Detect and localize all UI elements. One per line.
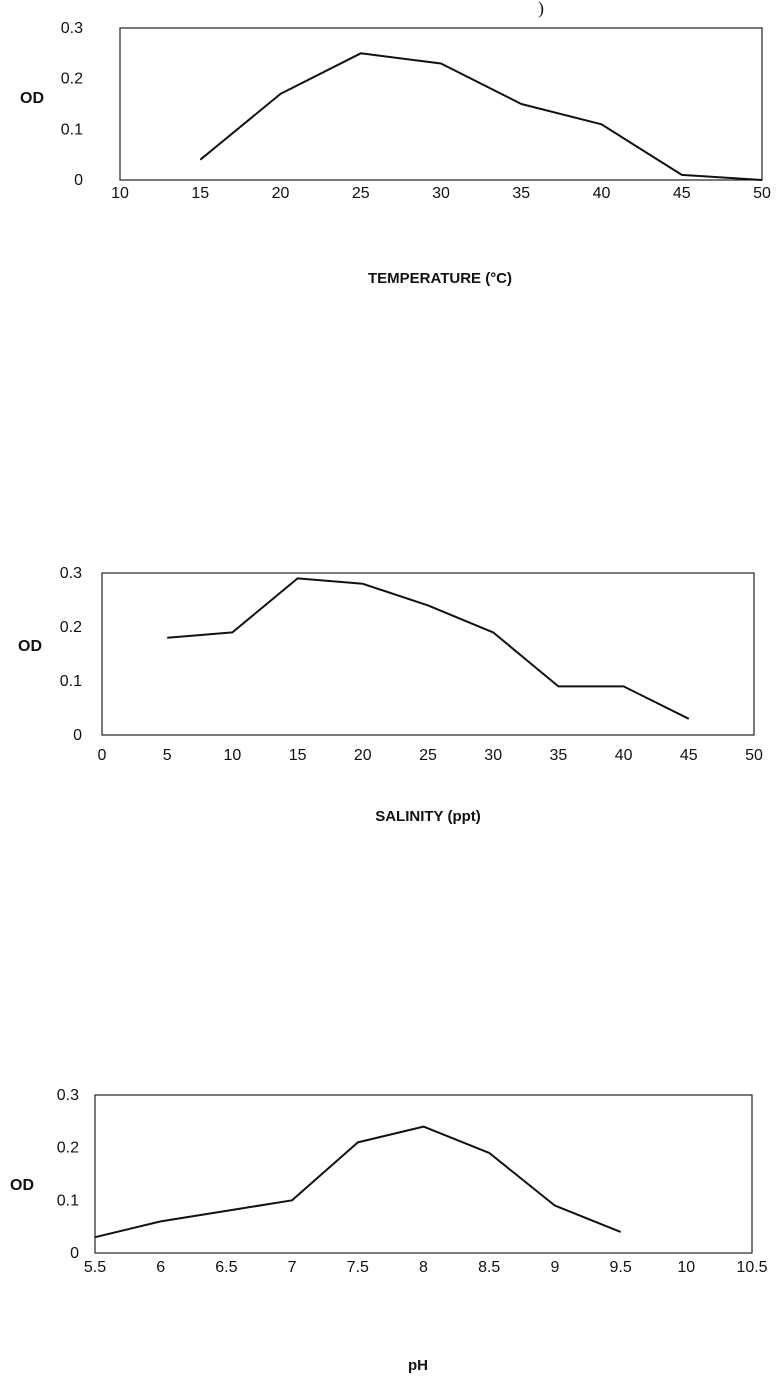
x-tick-label: 35 — [550, 747, 568, 764]
series-line — [167, 577, 690, 720]
x-tick-label: 7.5 — [347, 1259, 369, 1276]
y-tick-label: 0.2 — [60, 619, 82, 636]
x-tick-label: 20 — [354, 747, 372, 764]
x-tick-label: 40 — [615, 747, 633, 764]
x-tick-labels: 5.5 6 6.5 7 7.5 8 8.5 9 9.5 10 10.5 — [84, 1259, 768, 1276]
plot-area — [94, 1094, 753, 1254]
x-tick-labels: 0 5 10 15 20 25 30 35 40 45 50 — [98, 747, 763, 764]
y-axis-label: OD — [20, 90, 44, 107]
x-tick-label: 10 — [677, 1259, 695, 1276]
x-tick-label: 20 — [272, 185, 290, 202]
salinity-chart-svg: 0 0.1 0.2 0.3 0 5 10 15 20 25 30 35 40 45 50 OD SALIN… — [18, 565, 763, 825]
x-axis-label: SALINITY (ppt) — [375, 808, 481, 825]
ph-chart: 0 0.1 0.2 0.3 5.5 6 6.5 7 7.5 8 8.5 9 9.5 10 10.5 OD … — [0, 1075, 779, 1385]
plot-area — [119, 27, 763, 181]
x-tick-label: 30 — [432, 185, 450, 202]
y-tick-label: 0 — [70, 1245, 79, 1262]
x-tick-label: 7 — [288, 1259, 297, 1276]
x-tick-label: 40 — [593, 185, 611, 202]
plot-area — [101, 572, 755, 736]
series-line — [94, 1125, 621, 1239]
x-tick-label: 9 — [550, 1259, 559, 1276]
x-tick-label: 8 — [419, 1259, 428, 1276]
x-axis-label: pH — [408, 1357, 428, 1374]
y-tick-label: 0.3 — [60, 565, 82, 582]
x-tick-label: 50 — [745, 747, 763, 764]
x-tick-labels: 10 15 20 25 30 35 40 45 50 — [111, 185, 771, 202]
y-tick-label: 0.2 — [57, 1140, 79, 1157]
x-tick-label: 25 — [419, 747, 437, 764]
y-tick-label: 0 — [73, 727, 82, 744]
y-tick-label: 0.3 — [57, 1087, 79, 1104]
ph-chart-svg: 00.10.20.3 5.5 6 6.5 7 7.5 8 8.5 9 9.5 10 10.5 OD … — [10, 1087, 768, 1374]
x-tick-label: 25 — [352, 185, 370, 202]
x-tick-label: 5 — [163, 747, 172, 764]
y-tick-labels: 0 0.1 0.2 0.3 — [57, 1087, 79, 1262]
x-tick-label: 10 — [111, 185, 129, 202]
page-mark: ) — [538, 0, 544, 19]
y-tick-label: 0.3 — [61, 20, 83, 37]
x-tick-label: 45 — [680, 747, 698, 764]
x-tick-label: 6 — [156, 1259, 165, 1276]
x-tick-label: 10 — [224, 747, 242, 764]
y-axis-label: OD — [18, 638, 42, 655]
temperature-chart-svg: 0 0.1 0.2 0.3 10 15 20 25 30 35 40 45 50 OD TEMPERA… — [20, 20, 771, 287]
x-tick-label: 15 — [289, 747, 307, 764]
y-tick-labels: 0 0.1 0.2 0.3 — [61, 20, 83, 189]
x-tick-label: 9.5 — [609, 1259, 631, 1276]
x-tick-label: 15 — [191, 185, 209, 202]
salinity-chart: 0 0.1 0.2 0.3 0 5 10 15 20 25 30 35 40 45 50 OD SALIN… — [0, 555, 779, 825]
temperature-chart: 0 0.1 0.2 0.3 10 15 20 25 30 35 40 45 50 OD TEMPERA… — [0, 0, 779, 330]
x-tick-label: 0 — [98, 747, 107, 764]
y-tick-label: 0 — [74, 172, 83, 189]
x-tick-label: 45 — [673, 185, 691, 202]
x-tick-label: 5.5 — [84, 1259, 106, 1276]
y-tick-labels: 0 0.1 0.2 0.3 — [60, 565, 82, 744]
x-tick-label: 50 — [753, 185, 771, 202]
y-tick-label: 0.1 — [61, 121, 83, 138]
y-tick-label: 0.1 — [60, 673, 82, 690]
x-tick-label: 30 — [484, 747, 502, 764]
page-mark-text: ) — [538, 0, 544, 19]
y-axis-label: OD — [10, 1177, 34, 1194]
y-tick-label: 0.2 — [61, 71, 83, 88]
series-line — [199, 52, 763, 181]
x-tick-label: 8.5 — [478, 1259, 500, 1276]
x-axis-label: TEMPERATURE (°C) — [368, 270, 512, 287]
y-tick-label: 0.1 — [57, 1192, 79, 1209]
x-tick-label: 6.5 — [215, 1259, 237, 1276]
x-tick-label: 35 — [512, 185, 530, 202]
x-tick-label: 10.5 — [736, 1259, 767, 1276]
